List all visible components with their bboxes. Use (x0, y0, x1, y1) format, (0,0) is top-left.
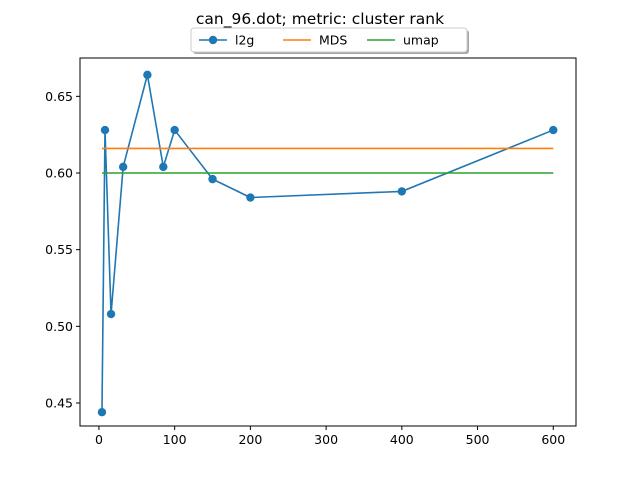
data-point-l2g (159, 162, 168, 172)
data-point-l2g (208, 174, 217, 184)
series-line-l2g (101, 74, 554, 413)
y-tick-label: 0.45 (45, 396, 73, 411)
legend-label-umap: umap (403, 33, 439, 48)
data-point-l2g (118, 162, 128, 172)
legend-label-mds: MDS (319, 33, 347, 48)
x-tick-label: 600 (541, 432, 565, 447)
legend-label-l2g: l2g (235, 33, 254, 48)
data-point-l2g (397, 187, 407, 196)
data-point-l2g (100, 125, 110, 135)
y-tick-label: 0.55 (45, 242, 73, 257)
plot-area: 0 100 200 300 400 500 600 0.45 0.50 0.55 0.60 0.65 (45, 57, 577, 447)
x-tick-label: 400 (390, 432, 414, 447)
y-tick-label: 0.65 (45, 89, 73, 104)
data-point-l2g (143, 70, 152, 80)
data-point-l2g (170, 125, 179, 135)
x-tick-label: 500 (466, 432, 490, 447)
x-tick-label: 0 (95, 432, 103, 447)
chart-title: can_96.dot; metric: cluster rank (196, 10, 444, 29)
axes-frame (79, 57, 577, 427)
x-tick-label: 200 (238, 432, 262, 447)
legend: l2g MDS umap (190, 27, 469, 54)
x-tick-label: 100 (163, 432, 187, 447)
y-tick-label: 0.60 (45, 166, 73, 181)
x-tick-label: 300 (314, 432, 338, 447)
data-point-l2g (97, 408, 107, 417)
data-point-l2g (106, 309, 116, 319)
legend-box (190, 27, 468, 53)
legend-marker-l2g (208, 35, 218, 45)
data-point-l2g (549, 125, 558, 135)
data-point-l2g (246, 193, 255, 202)
y-tick-label: 0.50 (45, 319, 73, 334)
